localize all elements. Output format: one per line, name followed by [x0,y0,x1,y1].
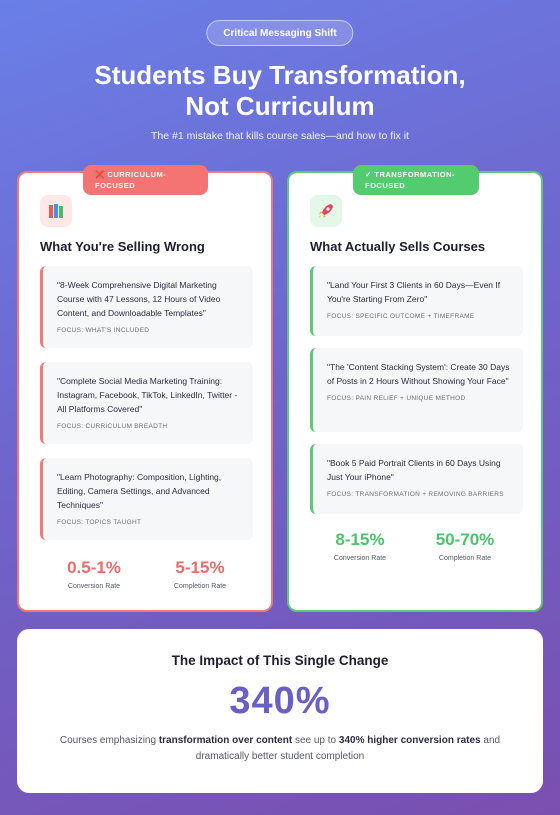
stat-label: Completion Rate [173,583,227,590]
desc-emphasis: 340% higher conversion rates [338,735,481,746]
desc-text: Courses emphasizing [59,735,159,746]
item-focus: FOCUS: PAIN RELIEF + UNIQUE METHOD [327,395,466,402]
stat-value: 0.5-1% [67,558,121,577]
item-focus: FOCUS: WHAT'S INCLUDED [57,327,150,334]
stat-label: Completion Rate [438,555,492,562]
item-focus: FOCUS: TRANSFORMATION + REMOVING BARRIER… [327,491,504,498]
curriculum-heading: What You're Selling Wrong [40,239,205,254]
transformation-badge: ✓ TRANSFORMATION- FOCUSED [353,165,479,195]
desc-text: see up to [292,735,339,746]
transformation-heading: What Actually Sells Courses [310,239,486,254]
item-quote: "Learn Photography: Composition, Lightin… [57,472,222,510]
list-item: "Complete Social Media Marketing Trainin… [40,362,253,444]
item-quote: "Complete Social Media Marketing Trainin… [57,376,238,414]
list-item: "Learn Photography: Composition, Lightin… [40,458,253,540]
books-icon [40,195,72,227]
rocket-icon [310,195,342,227]
completion-stat: 50-70% Completion Rate [415,530,515,562]
item-focus: FOCUS: CURRICULUM BREADTH [57,423,168,430]
item-quote: "The 'Content Stacking System': Create 3… [327,362,510,386]
list-item: "The 'Content Stacking System': Create 3… [310,348,523,432]
conversion-stat: 8-15% Conversion Rate [310,530,410,562]
list-item: "8-Week Comprehensive Digital Marketing … [40,266,253,348]
impact-heading: The Impact of This Single Change [171,653,389,668]
completion-stat: 5-15% Completion Rate [150,558,250,590]
title-line-2: Not Curriculum [185,91,375,121]
desc-text: and dramatically better student completi… [195,735,501,762]
impact-panel: The Impact of This Single Change 340% Co… [17,629,543,793]
stat-value: 5-15% [175,558,225,577]
page-subtitle: The #1 mistake that kills course sales—a… [151,130,409,142]
curriculum-card: ❌ CURRICULUM- FOCUSED What You're Sellin… [17,165,273,612]
stat-value: 50-70% [435,530,495,549]
impact-description: Courses emphasizing transformation over … [45,733,515,765]
stat-label: Conversion Rate [333,555,387,562]
title-line-1: Students Buy Transformation, [94,60,466,90]
transformation-card: ✓ TRANSFORMATION- FOCUSED What Actually … [287,165,543,612]
curriculum-badge: ❌ CURRICULUM- FOCUSED [83,165,208,195]
conversion-stat: 0.5-1% Conversion Rate [44,558,144,590]
header-pill: Critical Messaging Shift [206,20,354,46]
impact-number: 340% [229,680,331,722]
page-title: Students Buy Transformation, Not Curricu… [0,60,560,122]
item-focus: FOCUS: TOPICS TAUGHT [57,519,142,526]
stat-value: 8-15% [335,530,385,549]
list-item: "Book 5 Paid Portrait Clients in 60 Days… [310,444,523,514]
item-quote: "Book 5 Paid Portrait Clients in 60 Days… [327,458,501,482]
list-item: "Land Your First 3 Clients in 60 Days—Ev… [310,266,523,336]
item-focus: FOCUS: SPECIFIC OUTCOME + TIMEFRAME [327,313,475,320]
item-quote: "Land Your First 3 Clients in 60 Days—Ev… [327,280,501,304]
desc-emphasis: transformation over content [158,735,293,746]
stat-label: Conversion Rate [67,583,121,590]
item-quote: "8-Week Comprehensive Digital Marketing … [57,280,221,318]
